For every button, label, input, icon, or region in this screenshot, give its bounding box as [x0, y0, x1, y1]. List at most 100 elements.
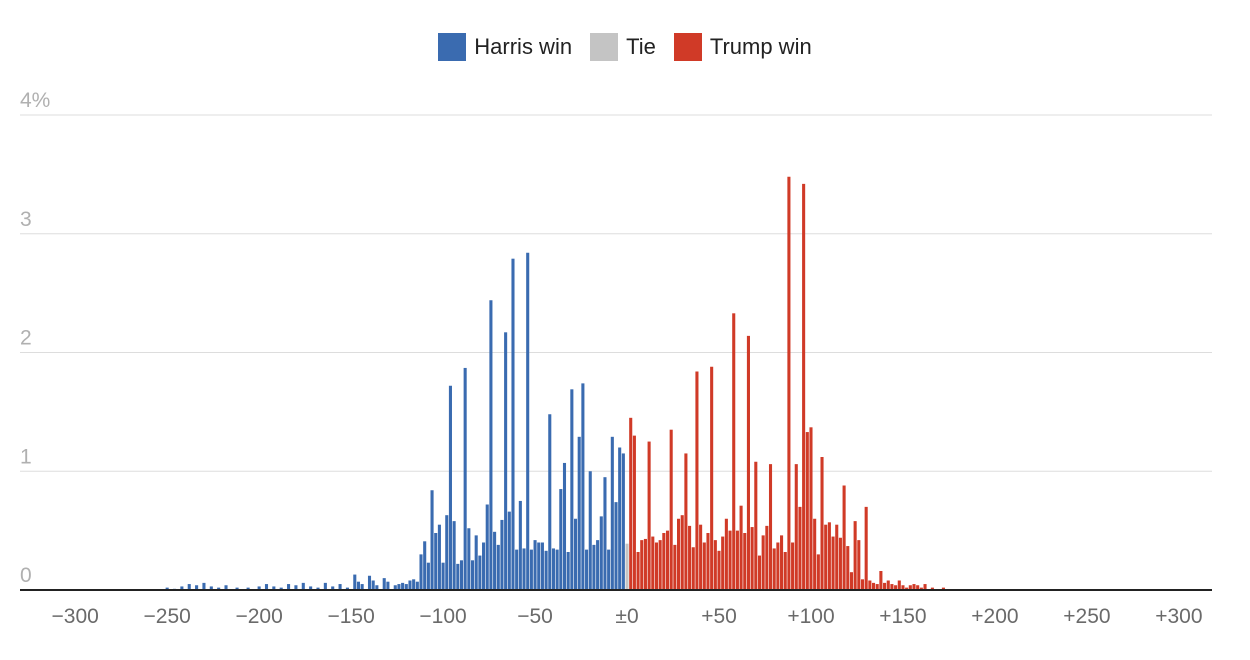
bar	[912, 584, 916, 590]
bar	[448, 385, 452, 590]
bar	[489, 300, 493, 590]
bar	[894, 585, 898, 590]
bar	[691, 547, 695, 590]
bar	[371, 580, 375, 590]
bar	[423, 541, 427, 590]
bar	[463, 367, 467, 590]
bar	[367, 575, 372, 590]
bar	[805, 432, 809, 590]
bar	[798, 506, 802, 590]
bar	[279, 587, 283, 590]
bar	[165, 587, 169, 590]
bar	[375, 585, 379, 590]
bar	[875, 584, 879, 590]
legend-label-harris: Harris win	[474, 34, 573, 59]
bar	[710, 366, 714, 590]
bar	[919, 587, 923, 590]
bar	[857, 540, 861, 590]
bar	[662, 533, 666, 590]
bar	[754, 461, 758, 590]
bar	[504, 332, 508, 590]
bar	[441, 562, 445, 590]
legend-item-tie[interactable]: Tie	[590, 33, 656, 61]
bar	[382, 578, 386, 590]
bar	[684, 453, 688, 590]
bar	[879, 571, 883, 590]
x-tick-label: ±0	[615, 605, 638, 628]
bar	[426, 562, 430, 590]
legend-item-trump[interactable]: Trump win	[673, 33, 812, 61]
bar	[625, 543, 629, 590]
bar	[596, 540, 600, 590]
bar	[419, 554, 423, 590]
bar	[533, 540, 537, 590]
bar	[916, 585, 920, 590]
bar	[599, 516, 603, 590]
bar	[386, 581, 390, 590]
bar	[287, 584, 291, 590]
bar	[507, 511, 511, 590]
bar	[890, 584, 894, 590]
bar	[835, 524, 839, 590]
legend-swatch-tie	[590, 33, 619, 61]
bar	[820, 457, 824, 590]
bar	[941, 587, 945, 590]
bar	[224, 585, 228, 590]
bar	[717, 550, 721, 590]
bar	[485, 504, 489, 590]
x-tick-label: −300	[52, 605, 99, 628]
legend-item-harris[interactable]: Harris win	[438, 33, 572, 61]
bar	[515, 549, 519, 590]
bar	[511, 258, 515, 590]
bar	[456, 563, 460, 590]
bar	[202, 582, 206, 590]
bar	[868, 580, 872, 590]
bar	[794, 464, 798, 590]
legend-label-trump: Trump win	[709, 34, 812, 59]
bar	[551, 548, 555, 590]
x-tick-label: +50	[701, 605, 737, 628]
bar	[643, 538, 647, 590]
bar	[765, 525, 769, 590]
bars	[165, 176, 945, 590]
bar	[482, 542, 486, 590]
bar	[757, 555, 762, 590]
x-tick-label: −100	[419, 605, 466, 628]
bar	[677, 518, 681, 590]
bar	[356, 581, 361, 590]
legend-label-tie: Tie	[626, 34, 656, 59]
bar	[408, 580, 412, 590]
x-tick-label: −150	[327, 605, 374, 628]
bar	[816, 554, 820, 590]
bar	[813, 518, 817, 590]
bar	[706, 533, 710, 590]
bar	[459, 560, 464, 590]
bar	[544, 550, 548, 590]
bar	[401, 582, 405, 590]
x-tick-label: +150	[879, 605, 926, 628]
bar	[437, 524, 441, 590]
bar	[195, 585, 199, 590]
legend-swatch-harris	[438, 33, 467, 61]
bar	[824, 524, 828, 590]
bar	[629, 417, 633, 590]
bar	[846, 546, 850, 590]
y-tick-label: 3	[20, 208, 32, 231]
bar	[404, 584, 408, 590]
bar	[842, 485, 846, 590]
bar	[702, 542, 706, 590]
bar	[603, 477, 607, 590]
bar	[474, 535, 478, 590]
bar	[496, 544, 500, 590]
bar	[621, 453, 625, 590]
bar	[735, 530, 739, 590]
x-tick-label: −250	[144, 605, 191, 628]
bar	[264, 584, 269, 590]
legend: Harris win Tie Trump win	[0, 30, 1250, 64]
bar	[743, 533, 747, 590]
bar	[651, 536, 655, 590]
bar	[540, 542, 544, 590]
y-tick-label: 1	[20, 445, 32, 468]
bar	[467, 528, 471, 590]
bar	[309, 586, 313, 590]
